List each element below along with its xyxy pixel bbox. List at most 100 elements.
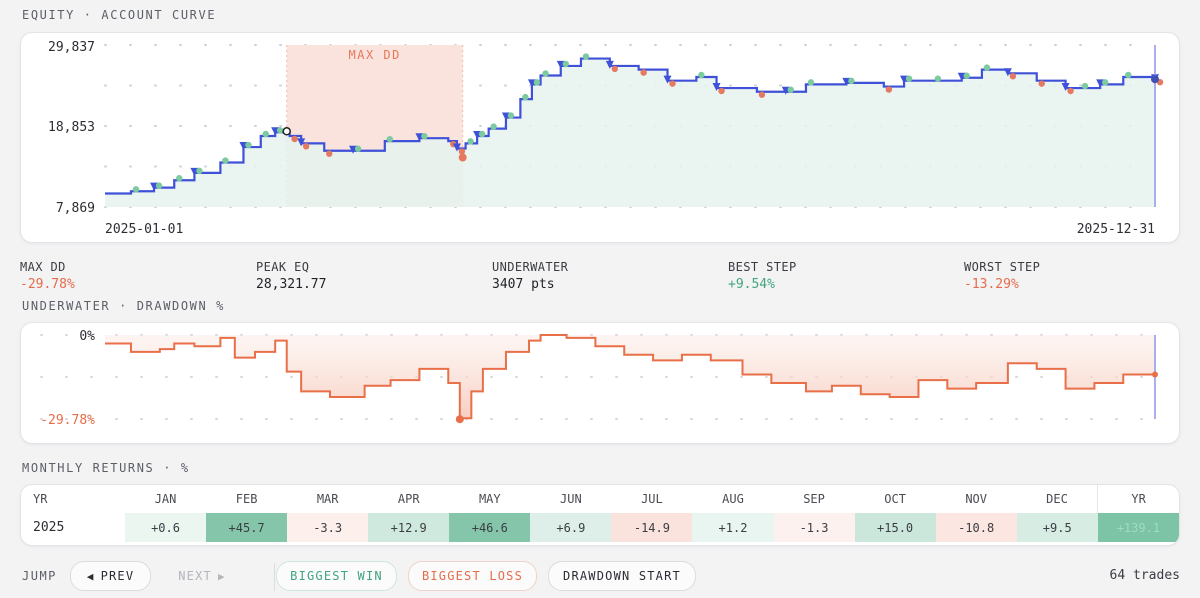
win-marker [522, 93, 529, 101]
drawdown-line [105, 334, 1155, 420]
stat-max-dd-label: MAX DD [20, 260, 66, 274]
jump-label: JUMP [22, 569, 57, 583]
win-marker [155, 182, 163, 189]
equity-chart-card: MAX DD 29,837 18,853 7,869 2025-01-01 2025-12… [20, 32, 1180, 243]
loss-marker [758, 91, 766, 98]
caret-right-icon: ▶ [217, 569, 226, 583]
x-tick-label: 2025-12-31 [1077, 222, 1155, 237]
win-marker [132, 186, 140, 193]
win-marker [1125, 71, 1132, 79]
next-button[interactable]: NEXT ▶ [162, 561, 242, 591]
underwater-section-label: UNDERWATER · DRAWDOWN % [22, 299, 225, 313]
win-marker [222, 157, 229, 164]
stat-underwater-value: 3407 pts [492, 277, 555, 292]
win-marker [934, 75, 942, 82]
underwater-chart[interactable]: 0% -29.78% [21, 323, 1180, 444]
win-marker [354, 145, 362, 152]
max-drawdown-marker [455, 415, 464, 424]
loss-marker [326, 150, 333, 157]
underwater-chart-card: 0% -29.78% [20, 322, 1180, 444]
drawdown-start-label: DRAWDOWN START [563, 569, 681, 583]
loss-marker [458, 148, 466, 155]
y-tick-label: 29,837 [48, 40, 95, 55]
win-marker [507, 112, 515, 119]
toolbar-divider [274, 563, 275, 591]
month-return-cell[interactable]: -3.3 [287, 513, 369, 542]
loss-marker [640, 69, 647, 76]
month-return-cell[interactable]: +1.2 [692, 513, 774, 542]
stat-best-step-label: BEST STEP [728, 260, 797, 274]
prev-button[interactable]: ◀ PREV [70, 561, 151, 591]
monthly-returns-card: YR JAN FEB MAR APR MAY JUN JUL AUG SEP OCT NOV DEC YR… [20, 484, 1180, 546]
stat-worst-step: WORST STEP -13.29% [964, 260, 1040, 292]
column-header: AUG [722, 492, 744, 506]
drawdown-start-button[interactable]: DRAWDOWN START [548, 561, 696, 591]
drawdown-area [105, 335, 1155, 419]
stat-worst-step-value: -13.29% [964, 277, 1019, 292]
loss-marker [302, 143, 310, 150]
caret-left-icon: ◀ [86, 569, 95, 583]
win-marker [245, 141, 252, 149]
win-marker [848, 77, 855, 85]
loss-marker [1038, 80, 1045, 87]
trade-marker [1003, 68, 1012, 77]
year-cell: 2025 [33, 520, 65, 535]
stat-max-dd: MAX DD -29.78% [20, 260, 75, 292]
win-marker [176, 175, 183, 182]
equity-chart[interactable]: MAX DD 29,837 18,853 7,869 2025-01-01 2025-12… [21, 33, 1180, 243]
column-header: YR [33, 492, 48, 506]
biggest-loss-button[interactable]: BIGGEST LOSS [408, 561, 537, 591]
win-marker [542, 70, 549, 77]
biggest-win-label: BIGGEST WIN [290, 569, 383, 583]
stat-peak-eq: PEAK EQ 28,321.77 [256, 260, 326, 292]
win-marker [421, 132, 428, 140]
win-marker [1101, 79, 1109, 86]
loss-marker [885, 86, 893, 93]
y-tick-label: 7,869 [56, 201, 95, 216]
loss-marker [1067, 87, 1074, 95]
loss-marker [669, 80, 676, 87]
month-return-cell[interactable]: -1.3 [773, 513, 855, 542]
trade-marker [605, 60, 614, 69]
win-marker [963, 72, 970, 79]
month-return-cell[interactable]: +45.7 [206, 513, 288, 542]
column-header: YR [1097, 485, 1179, 513]
stat-worst-step-label: WORST STEP [964, 260, 1041, 274]
month-return-cell[interactable]: +6.9 [530, 513, 612, 542]
month-return-cell[interactable]: +46.6 [449, 513, 531, 542]
y-tick-label: 18,853 [48, 120, 95, 135]
month-return-cell[interactable]: +9.5 [1016, 513, 1098, 542]
trade-marker [1061, 83, 1070, 92]
stat-underwater: UNDERWATER 3407 pts [492, 260, 568, 292]
biggest-win-button[interactable]: BIGGEST WIN [276, 561, 397, 591]
win-marker [698, 71, 705, 79]
loss-marker [1009, 73, 1017, 80]
trade-count: 64 trades [1109, 568, 1180, 583]
win-marker [478, 130, 486, 138]
column-header: JUL [641, 492, 663, 506]
column-header: APR [397, 492, 420, 506]
month-return-cell[interactable]: +12.9 [368, 513, 450, 542]
month-return-cell[interactable]: -14.9 [611, 513, 693, 542]
column-header: JAN [154, 492, 177, 506]
loss-marker [291, 135, 298, 143]
win-marker [562, 60, 569, 68]
win-marker [386, 135, 394, 143]
month-return-cell[interactable]: +0.6 [125, 513, 207, 542]
month-return-cell[interactable]: -10.8 [935, 513, 1017, 542]
x-tick-label: 2025-01-01 [105, 222, 183, 237]
win-marker [807, 79, 815, 86]
win-marker [490, 123, 497, 130]
month-return-cell[interactable]: +15.0 [854, 513, 936, 542]
year-total-cell: +139.1 [1097, 513, 1179, 542]
win-marker [1081, 82, 1089, 90]
column-header: NOV [965, 492, 987, 506]
win-marker [533, 79, 541, 86]
win-marker [905, 75, 913, 82]
trade-marker [297, 138, 306, 147]
stat-best-step-value: +9.54% [728, 277, 775, 292]
trade-marker [712, 83, 721, 92]
trough-marker [458, 153, 467, 162]
stat-max-dd-value: -29.78% [20, 277, 75, 292]
stat-underwater-label: UNDERWATER [492, 260, 569, 274]
